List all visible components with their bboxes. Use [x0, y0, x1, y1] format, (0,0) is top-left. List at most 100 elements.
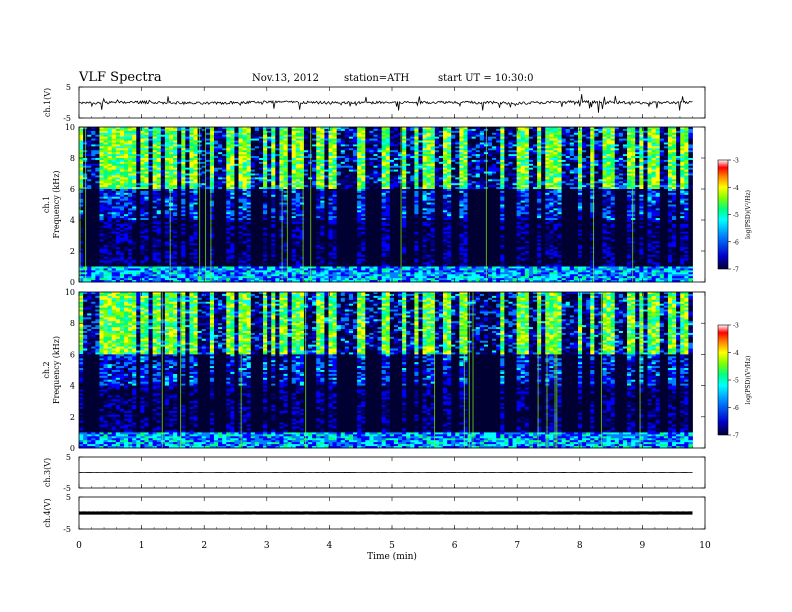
spectrogram-cell — [340, 161, 346, 165]
spectrogram-cell — [659, 156, 665, 159]
spectrogram-cell — [389, 148, 395, 151]
spectrogram-cell — [291, 161, 297, 165]
spectrogram-cell — [655, 136, 661, 140]
spectrogram-cell — [500, 167, 505, 171]
spectrogram-cell — [594, 154, 599, 157]
spectrogram-cell — [181, 171, 186, 174]
spectrogram-cell — [549, 127, 554, 130]
spectrogram-cell — [87, 142, 92, 145]
spectrogram-cell — [377, 150, 383, 153]
spectrogram-cell — [91, 127, 96, 130]
spectrogram-cell — [655, 130, 661, 134]
spectrogram-cell — [136, 144, 141, 147]
spectrogram-cell — [205, 150, 211, 153]
spectrogram-cell — [303, 127, 309, 130]
spectrogram-cell — [238, 154, 243, 157]
spectrogram-cell — [467, 152, 473, 155]
spectrogram-cell — [430, 154, 436, 157]
spectrogram-cell — [561, 152, 567, 155]
spectrogram-cell — [406, 175, 411, 178]
spectrogram-cell — [340, 130, 346, 134]
spectrogram-cell — [500, 154, 505, 157]
spectrogram-cell — [324, 171, 329, 174]
spectrogram-cell — [594, 156, 599, 159]
spectrogram-cell — [447, 146, 452, 149]
spectrogram-cell — [672, 152, 677, 155]
spectrogram-cell — [659, 175, 665, 178]
spectrogram-cell — [418, 175, 423, 178]
spectrogram-cell — [144, 173, 149, 176]
spectrogram-cell — [647, 150, 652, 153]
spectrogram-cell — [385, 148, 391, 151]
spectrogram-cell — [663, 144, 669, 147]
spectrogram-cell — [496, 128, 501, 132]
spectrogram-cell — [205, 136, 211, 140]
spectrogram-cell — [492, 130, 497, 134]
spectrogram-cell — [672, 136, 677, 140]
spectrogram-cell — [377, 148, 383, 151]
spectrogram-cell — [463, 152, 468, 155]
spectrogram-cell — [222, 159, 227, 163]
spectrogram-cell — [340, 148, 346, 151]
spectrogram-cell — [614, 136, 620, 140]
spectrogram-cell — [406, 171, 411, 174]
spectrogram-cell — [201, 163, 207, 167]
spectrogram-cell — [242, 140, 248, 143]
spectrogram-cell — [684, 140, 689, 143]
spectrogram-cell — [418, 150, 423, 153]
spectrogram-cell — [136, 173, 141, 176]
spectrogram-cell — [177, 144, 182, 147]
spectrogram-cell — [434, 140, 440, 143]
spectrogram-cell — [393, 171, 399, 174]
spectrogram-cell — [365, 154, 370, 157]
spectrogram-cell — [549, 152, 554, 155]
spectrogram-cell — [447, 154, 452, 157]
spectrogram-cell — [631, 142, 636, 145]
spectrogram-cell — [467, 140, 473, 143]
spectrogram-cell — [103, 169, 109, 172]
spectrogram-cell — [148, 158, 154, 161]
spectrogram-cell — [283, 127, 288, 130]
spectrogram-cell — [545, 167, 550, 171]
spectrogram-cell — [672, 140, 677, 143]
spectrogram-cell — [328, 144, 333, 147]
spectrogram-cell — [226, 158, 231, 161]
spectrogram-cell — [676, 163, 681, 167]
spectrogram-cell — [549, 138, 554, 141]
spectrogram-cell — [602, 159, 607, 163]
spectrogram-cell — [532, 136, 538, 140]
spectrogram-cell — [598, 171, 603, 174]
spectrogram-cell — [287, 130, 293, 134]
spectrogram-cell — [577, 136, 583, 140]
spectrogram-cell — [459, 169, 464, 172]
spectrogram-cell — [119, 161, 125, 165]
spectrogram-cell — [422, 152, 428, 155]
spectrogram-cell — [561, 169, 567, 172]
spectrogram-cell — [140, 146, 145, 149]
spectrogram-cell — [643, 169, 648, 172]
spectrogram-cell — [393, 165, 399, 169]
spectrogram-cell — [181, 144, 186, 147]
spectrogram-cell — [430, 148, 436, 151]
spectrogram-cell — [295, 142, 301, 145]
spectrogram-cell — [115, 156, 121, 159]
spectrogram-cell — [631, 130, 636, 134]
spectrogram-cell — [254, 167, 260, 171]
spectrogram-cell — [95, 154, 100, 157]
spectrogram-cell — [414, 167, 419, 171]
spectrogram-cell — [582, 159, 587, 163]
spectrogram-cell — [602, 146, 607, 149]
spectrogram-cell — [622, 132, 628, 136]
spectrogram-cell — [631, 161, 636, 165]
spectrogram-cell — [201, 134, 207, 138]
spectrogram-cell — [373, 156, 378, 159]
spectrogram-cell — [160, 158, 166, 161]
spectrogram-cell — [205, 138, 211, 141]
spectrogram-cell — [418, 134, 423, 138]
spectrogram-cell — [672, 171, 677, 174]
spectrogram-cell — [144, 163, 149, 167]
spectrogram-cell — [332, 175, 338, 178]
spectrogram-cell — [631, 132, 636, 136]
spectrogram-cell — [541, 142, 546, 145]
spectrogram-cell — [299, 138, 305, 141]
